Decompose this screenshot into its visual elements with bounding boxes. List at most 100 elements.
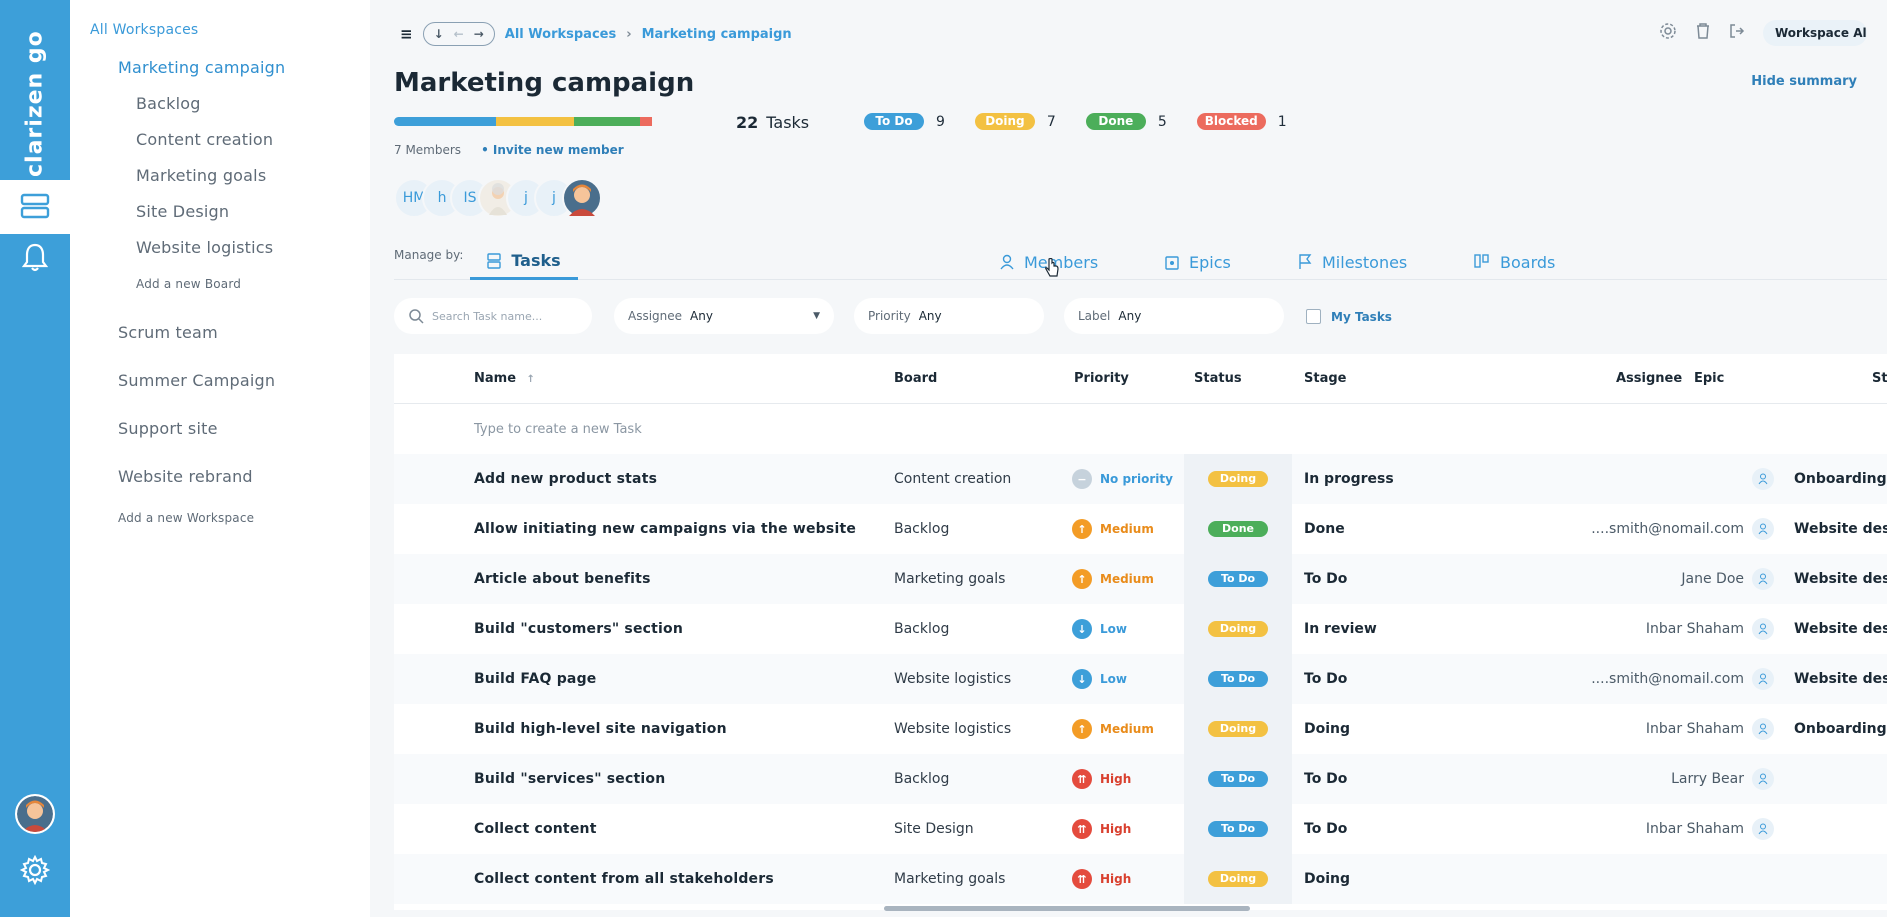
sidebar-workspace-item[interactable]: Summer Campaign [118, 371, 276, 390]
tab-epics[interactable]: Epics [1165, 244, 1231, 280]
task-priority[interactable]: ↑ Medium [1072, 554, 1176, 604]
table-row[interactable]: Article about benefits Marketing goals ↑ Me… [394, 554, 1887, 604]
sidebar-workspace-item[interactable]: Scrum team [118, 323, 218, 342]
member-avatar-photo[interactable] [562, 178, 602, 218]
table-row[interactable]: Build high-level site navigation Website … [394, 704, 1887, 754]
column-header-board[interactable]: Board [894, 371, 938, 386]
assignee-user-icon[interactable] [1752, 818, 1774, 840]
task-assignee[interactable]: Inbar Shaham [1474, 604, 1774, 654]
task-name[interactable]: Collect content from all stakeholders [474, 871, 774, 887]
column-header-stage[interactable]: Stage [1304, 371, 1347, 386]
history-back-icon[interactable]: ← [453, 27, 464, 41]
breadcrumb-item[interactable]: Marketing campaign [641, 26, 792, 42]
add-board-link[interactable]: Add a new Board [136, 277, 242, 291]
horizontal-scrollbar[interactable] [884, 906, 1250, 911]
notifications-bell-icon[interactable] [0, 242, 70, 272]
assignee-user-icon[interactable] [1752, 718, 1774, 740]
task-name[interactable]: Article about benefits [474, 571, 651, 587]
task-assignee[interactable]: Jane Doe [1474, 554, 1774, 604]
task-priority[interactable]: ⇈ High [1072, 804, 1176, 854]
settings-gear-icon[interactable] [0, 855, 70, 885]
task-priority[interactable]: ↓ Low [1072, 604, 1176, 654]
all-workspaces-link[interactable]: All Workspaces [90, 22, 199, 38]
sidebar-board-item[interactable]: Website logistics [136, 238, 274, 257]
breadcrumb-item[interactable]: All Workspaces [504, 26, 617, 42]
task-status[interactable]: Doing [1184, 704, 1292, 754]
sidebar-item-active-workspace[interactable]: Marketing campaign [118, 58, 286, 77]
new-task-input[interactable]: Type to create a new Task [474, 422, 642, 437]
assignee-filter[interactable]: Assignee Any ▼ [614, 298, 834, 334]
task-status[interactable]: To Do [1184, 804, 1292, 854]
task-status[interactable]: Doing [1184, 454, 1292, 504]
task-name[interactable]: Build "customers" section [474, 621, 684, 637]
task-assignee[interactable]: Larry Bear [1474, 754, 1774, 804]
task-assignee[interactable]: ....smith@nomail.com [1474, 654, 1774, 704]
tab-tasks[interactable]: Tasks [470, 244, 578, 280]
tab-members[interactable]: Members [1000, 244, 1098, 280]
table-row[interactable]: Collect content Site Design ⇈ High To Do To D… [394, 804, 1887, 854]
task-status[interactable]: To Do [1184, 754, 1292, 804]
member-avatar[interactable]: HM [394, 178, 434, 218]
assignee-user-icon[interactable] [1752, 768, 1774, 790]
task-status[interactable]: Doing [1184, 604, 1292, 654]
sidebar-board-item[interactable]: Backlog [136, 94, 201, 113]
task-name[interactable]: Build FAQ page [474, 671, 597, 687]
task-priority[interactable]: ↑ Medium [1072, 704, 1176, 754]
task-name[interactable]: Build high-level site navigation [474, 721, 727, 737]
add-workspace-link[interactable]: Add a new Workspace [118, 511, 255, 525]
assignee-user-icon[interactable] [1752, 568, 1774, 590]
assignee-user-icon[interactable] [1752, 468, 1774, 490]
sidebar-workspace-item[interactable]: Website rebrand [118, 467, 253, 486]
task-priority[interactable]: ↓ Low [1072, 654, 1176, 704]
workspace-settings-icon[interactable] [1659, 22, 1677, 44]
column-header-status[interactable]: Status [1194, 371, 1242, 386]
priority-filter[interactable]: Priority Any [854, 298, 1044, 334]
sidebar-board-item[interactable]: Marketing goals [136, 166, 267, 185]
task-assignee[interactable]: ....smith@nomail.com [1474, 504, 1774, 554]
column-header-assignee[interactable]: Assignee [1616, 371, 1683, 386]
task-priority[interactable]: ↑ Medium [1072, 504, 1176, 554]
assignee-user-icon[interactable] [1752, 618, 1774, 640]
task-priority[interactable]: − No priority [1072, 454, 1176, 504]
menu-icon[interactable]: ≡ [400, 25, 413, 43]
sidebar-board-item[interactable]: Site Design [136, 202, 230, 221]
task-assignee[interactable]: Inbar Shaham [1474, 804, 1774, 854]
task-status[interactable]: To Do [1184, 554, 1292, 604]
label-filter[interactable]: Label Any [1064, 298, 1284, 334]
workspace-button[interactable]: Workspace All [1763, 20, 1867, 46]
tab-boards[interactable]: Boards [1474, 244, 1555, 280]
column-header-priority[interactable]: Priority [1074, 371, 1129, 386]
task-priority[interactable]: ⇈ High [1072, 854, 1176, 904]
task-name[interactable]: Allow initiating new campaigns via the w… [474, 521, 857, 537]
column-header-name[interactable]: Name ↑ [474, 371, 535, 386]
table-row[interactable]: Add new product stats Content creation − No… [394, 454, 1887, 504]
history-down-icon[interactable]: ↓ [433, 27, 444, 41]
user-avatar[interactable] [15, 794, 55, 834]
task-name[interactable]: Add new product stats [474, 471, 658, 487]
task-status[interactable]: Doing [1184, 854, 1292, 904]
column-header-extra[interactable]: St [1872, 371, 1887, 386]
search-task-input[interactable]: Search Task name... [394, 298, 592, 334]
task-name[interactable]: Collect content [474, 821, 597, 837]
assignee-user-icon[interactable] [1752, 668, 1774, 690]
table-row[interactable]: Collect content from all stakeholders Mar… [394, 854, 1887, 904]
task-status[interactable]: Done [1184, 504, 1292, 554]
task-assignee[interactable]: Inbar Shaham [1474, 704, 1774, 754]
task-assignee[interactable] [1474, 454, 1774, 504]
my-tasks-checkbox[interactable] [1306, 309, 1321, 324]
table-row[interactable]: Allow initiating new campaigns via the w… [394, 504, 1887, 554]
hide-summary-link[interactable]: Hide summary [1751, 74, 1857, 89]
sidebar-workspace-item[interactable]: Support site [118, 419, 218, 438]
invite-member-link[interactable]: • Invite new member [481, 143, 624, 157]
leave-icon[interactable] [1729, 23, 1745, 43]
tab-milestones[interactable]: Milestones [1298, 244, 1407, 280]
column-header-epic[interactable]: Epic [1694, 371, 1725, 386]
task-priority[interactable]: ⇈ High [1072, 754, 1176, 804]
table-row[interactable]: Build "customers" section Backlog ↓ Low Doin… [394, 604, 1887, 654]
task-status[interactable]: To Do [1184, 654, 1292, 704]
workspaces-icon[interactable] [0, 193, 70, 219]
sidebar-board-item[interactable]: Content creation [136, 130, 274, 149]
my-tasks-toggle[interactable]: My Tasks [1306, 309, 1392, 324]
assignee-user-icon[interactable] [1752, 518, 1774, 540]
trash-icon[interactable] [1695, 22, 1711, 44]
